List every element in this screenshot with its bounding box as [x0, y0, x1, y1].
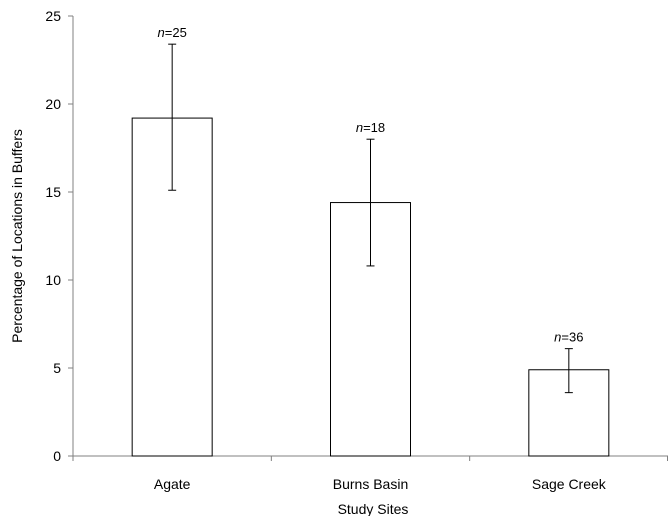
x-axis-title: Study Sites — [338, 501, 409, 516]
y-axis-title: Percentage of Locations in Buffers — [9, 129, 25, 343]
y-tick-label: 20 — [45, 96, 61, 112]
sample-size-prefix: n — [356, 120, 363, 135]
y-tick-label: 5 — [53, 360, 61, 376]
y-tick-label: 25 — [45, 8, 61, 24]
sample-size-labels: n=25n=18n=36 — [158, 25, 584, 344]
x-axis: Agate Burns Basin Sage Creek — [72, 455, 668, 492]
sample-size-label: n=18 — [356, 120, 385, 135]
x-category-label: Burns Basin — [333, 476, 408, 492]
sample-size-label: n=25 — [158, 25, 187, 40]
sample-size-value: =36 — [561, 330, 583, 345]
sample-size-prefix: n — [158, 25, 165, 40]
y-tick-label: 10 — [45, 272, 61, 288]
error-bars — [168, 43, 573, 394]
y-tick-label: 15 — [45, 184, 61, 200]
y-tick-label: 0 — [53, 448, 61, 464]
y-axis: 0 5 10 15 20 25 — [45, 8, 74, 464]
x-category-label: Sage Creek — [532, 476, 607, 492]
sample-size-value: =25 — [165, 25, 187, 40]
sample-size-value: =18 — [363, 120, 385, 135]
sample-size-prefix: n — [554, 330, 561, 345]
x-category-label: Agate — [154, 476, 191, 492]
sample-size-label: n=36 — [554, 330, 583, 345]
